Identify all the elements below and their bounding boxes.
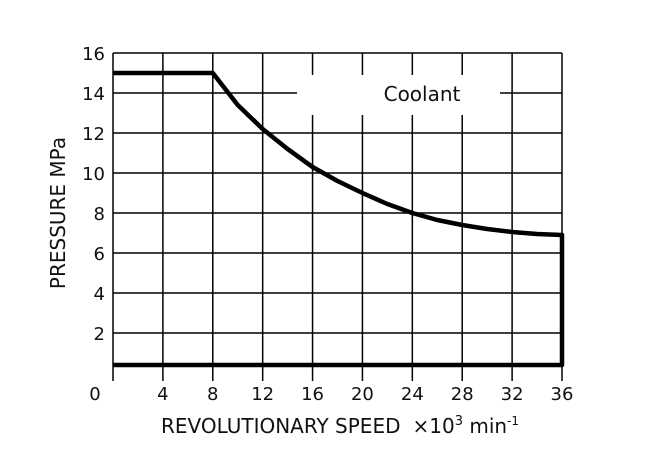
y-tick-label: 12 (82, 124, 105, 145)
x-tick-label: 16 (301, 384, 324, 405)
y-axis-label: PRESSURE MPa (46, 137, 70, 289)
x-tick-label: 36 (551, 384, 574, 405)
x-tick-label: 20 (351, 384, 374, 405)
y-tick-label: 6 (94, 244, 105, 265)
y-tick-label: 4 (94, 284, 105, 305)
x-unit-prefix: ×10 (412, 414, 454, 438)
x-unit-tail: min (463, 414, 507, 438)
y-tick-label: 2 (94, 324, 105, 345)
x-unit-exp: 3 (455, 414, 463, 429)
pressure-curve (113, 70, 565, 368)
y-tick-label: 14 (82, 84, 105, 105)
annotation-coolant: Coolant (384, 82, 461, 106)
y-tick-label: 10 (82, 164, 105, 185)
x-tick-label: 32 (501, 384, 524, 405)
y-tick-label: 8 (94, 204, 105, 225)
x-tick-label: 8 (207, 384, 218, 405)
y-tick-label: 16 (82, 44, 105, 65)
x-tick-label: 12 (251, 384, 274, 405)
x-tick-label: 24 (401, 384, 424, 405)
x-axis-label: REVOLUTIONARY SPEED ×103 min-1 (161, 414, 519, 438)
annotation-group: Coolant (297, 75, 500, 115)
annotation-background (297, 75, 500, 115)
x-unit-tail-exp: -1 (507, 414, 519, 428)
series-group (113, 70, 565, 368)
x-axis-label-text: REVOLUTIONARY SPEED (161, 414, 401, 438)
x-tick-label: 28 (451, 384, 474, 405)
x-tick-label: 4 (157, 384, 168, 405)
origin-label: 0 (89, 384, 100, 405)
